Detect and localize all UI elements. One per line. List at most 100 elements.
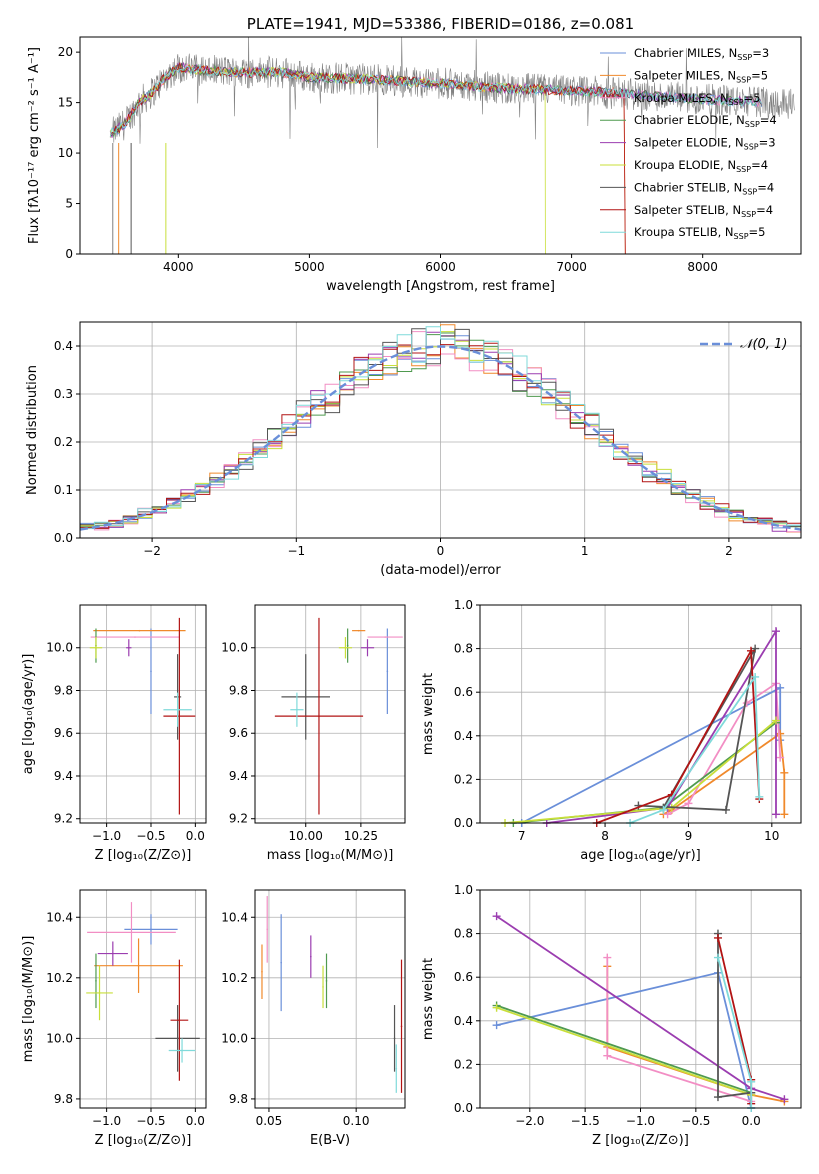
data-point (366, 646, 369, 649)
y-tick-label: 0.8 (454, 642, 473, 656)
model-spectrum-line (109, 62, 626, 254)
x-tick-label: 5000 (294, 260, 325, 274)
error-bars (261, 896, 403, 1093)
weight-marker (776, 729, 785, 738)
y-tick-label: 9.8 (54, 1092, 73, 1106)
y-tick-label: 0 (65, 247, 73, 261)
y-tick-label: 9.8 (54, 683, 73, 697)
weight-marker (742, 699, 751, 708)
error-bar-point (94, 938, 183, 993)
weight-line (513, 721, 777, 824)
x-tick-label: 0.05 (256, 1114, 283, 1128)
data-point (128, 646, 130, 649)
error-bars (86, 902, 200, 1081)
errorbar-panel-2: −1.0 −0.5 0.0 9.2 9.4 9.6 9.8 10.0 Z [log₁₀(Z/Z⊙… (21, 604, 207, 863)
data-point (150, 670, 152, 673)
y-tick-label: 9.4 (229, 769, 248, 783)
data-point (261, 970, 263, 973)
data-point (150, 928, 152, 931)
y-tick-label: 9.2 (229, 812, 248, 826)
legend-label: Chabrier STELIB, NSSP=4 (634, 180, 774, 196)
x-axis-label: wavelength [Angstrom, rest frame] (326, 279, 555, 294)
error-bar-point (280, 914, 282, 1012)
data-point (280, 961, 282, 964)
error-bar-point (352, 629, 366, 632)
y-tick-label: 0.2 (454, 772, 473, 786)
x-tick-label: −0.5 (681, 1114, 710, 1128)
y-tick-label: 9.4 (54, 769, 73, 783)
weight-line (606, 957, 752, 1103)
data-point (395, 1067, 398, 1070)
y-tick-label: 9.8 (229, 683, 248, 697)
weight-marker (746, 646, 755, 655)
x-tick-label: 0.10 (343, 1114, 370, 1128)
data-point (325, 980, 328, 982)
x-tick-label: 0.0 (742, 1114, 761, 1128)
weight-marker (492, 912, 501, 921)
error-bar-point (400, 959, 403, 1093)
weight-marker (751, 672, 760, 681)
grid-lines (80, 890, 206, 1108)
axes-0: 4000 5000 6000 7000 8000 0 5 10 15 20 wavelength [… (27, 45, 718, 294)
errorbar-panel-3: 10.00 10.25 9.2 9.4 9.6 9.8 10.0 mass [log₁₀(M/… (221, 604, 406, 863)
spectrum-legend: Chabrier MILES, NSSP=3 Salpeter MILES, NS… (600, 46, 777, 241)
data-point (400, 1025, 403, 1028)
axes-6: 0.05 0.10 9.8 10.0 10.2 10.4 E(B-V) (221, 890, 405, 1148)
weight-line (496, 971, 753, 1109)
error-bar-point (155, 1005, 200, 1072)
x-tick-label: 2 (725, 544, 733, 558)
error-bar-point (325, 953, 328, 1009)
data-point (266, 928, 269, 931)
x-axis-label: Z [log₁₀(Z/Z⊙)] (95, 848, 192, 863)
y-tick-label: 1.0 (454, 883, 473, 897)
data-point (176, 708, 179, 711)
y-tick-label: 10.0 (46, 641, 73, 655)
weight-marker (603, 1051, 612, 1060)
axes-frame (254, 889, 406, 1109)
x-tick-label: −2 (143, 544, 161, 558)
weight-panel-4: 7 8 9 10 0.0 0.2 0.4 0.6 0.8 1.0 age [log₁₀(age/yr… (421, 598, 802, 863)
weight-marker (659, 805, 668, 814)
x-tick-label: 0 (437, 544, 445, 558)
weight-marker (780, 1095, 789, 1104)
errorbar-panel-6: 0.05 0.10 9.8 10.0 10.2 10.4 E(B-V) (221, 889, 406, 1148)
x-tick-label: −2.0 (515, 1114, 544, 1128)
legend-label: Kroupa ELODIE, NSSP=4 (634, 158, 768, 174)
y-tick-label: 10 (58, 146, 73, 160)
legend-label: Kroupa MILES, NSSP=5 (634, 91, 760, 107)
weight-marker (747, 1077, 756, 1086)
weight-marker (492, 1003, 501, 1012)
x-tick-label: 1 (581, 544, 589, 558)
weight-marker (755, 792, 764, 801)
data-point (138, 629, 141, 632)
data-point (296, 708, 298, 711)
data-point (344, 646, 347, 649)
error-bar-point (274, 617, 364, 815)
axes-frame (79, 889, 207, 1109)
error-bar-point (386, 628, 389, 714)
axes-frame (79, 321, 802, 539)
y-tick-label: 20 (58, 45, 73, 59)
x-tick-label: −0.5 (136, 1114, 165, 1128)
grid-lines (80, 605, 206, 823)
error-bar-point (95, 953, 97, 1009)
error-bars (89, 617, 196, 815)
error-bar-point (338, 637, 353, 659)
y-tick-label: 0.6 (454, 685, 473, 699)
histogram-step (80, 326, 801, 538)
data-point (178, 1019, 181, 1021)
axes-frame (479, 889, 802, 1109)
observed-spectrum (112, 37, 795, 149)
grid-lines (255, 605, 405, 823)
error-bar-point (393, 1005, 396, 1072)
axes-frame (79, 604, 207, 824)
spectrum-panel: PLATE=1941, MJD=53386, FIBERID=0186, z=0… (27, 15, 802, 294)
data-point (98, 992, 101, 994)
data-point (318, 715, 320, 717)
weight-line (662, 731, 786, 816)
axes-1: −2 −1 0 1 2 0.0 0.1 0.2 0.3 0.4 (data-model)/error… (25, 322, 801, 578)
error-bar-point (163, 692, 192, 727)
data-point (130, 931, 133, 934)
x-tick-label: 6000 (425, 260, 456, 274)
axes-frame (254, 604, 406, 824)
